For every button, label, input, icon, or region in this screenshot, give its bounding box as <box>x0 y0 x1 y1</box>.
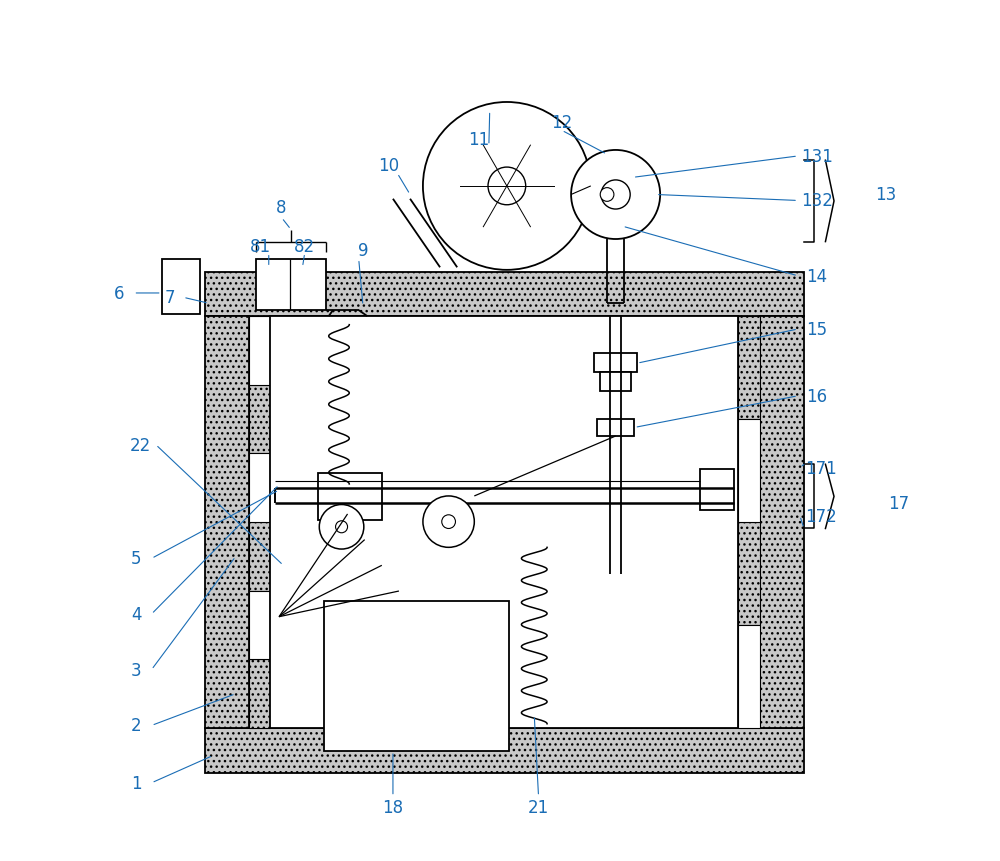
Bar <box>760 317 804 728</box>
Bar <box>738 317 760 419</box>
Bar <box>249 386 270 454</box>
Text: 18: 18 <box>382 798 404 816</box>
Bar <box>256 259 326 311</box>
Text: 1: 1 <box>131 774 141 792</box>
Bar <box>700 469 734 510</box>
Bar <box>738 523 760 625</box>
Bar <box>324 602 509 752</box>
Text: 82: 82 <box>294 238 315 256</box>
Bar <box>162 259 200 315</box>
Text: 4: 4 <box>131 605 141 623</box>
Circle shape <box>442 515 455 529</box>
Bar <box>205 317 249 728</box>
Circle shape <box>423 102 591 270</box>
Circle shape <box>601 181 630 210</box>
Text: 7: 7 <box>165 289 176 307</box>
Bar <box>249 660 270 728</box>
Text: 21: 21 <box>528 798 549 816</box>
Bar <box>205 272 804 317</box>
Bar <box>249 591 270 660</box>
Bar <box>205 728 804 772</box>
Text: 9: 9 <box>358 242 368 260</box>
Text: 3: 3 <box>131 661 141 679</box>
Text: 12: 12 <box>551 114 572 132</box>
Text: 6: 6 <box>114 285 124 302</box>
Text: 8: 8 <box>276 199 287 217</box>
Bar <box>594 354 637 372</box>
Text: 131: 131 <box>801 148 833 166</box>
Text: 171: 171 <box>805 459 837 477</box>
Bar <box>597 419 634 437</box>
Bar <box>249 317 270 386</box>
Text: 132: 132 <box>801 192 833 210</box>
Bar <box>318 474 382 520</box>
Text: 15: 15 <box>806 320 827 338</box>
Text: 11: 11 <box>468 131 489 149</box>
Text: 13: 13 <box>875 186 896 204</box>
Circle shape <box>336 521 348 533</box>
Text: 16: 16 <box>806 387 827 406</box>
Text: 17: 17 <box>888 494 909 512</box>
Circle shape <box>488 168 526 206</box>
Text: 172: 172 <box>805 507 837 525</box>
Bar <box>738 419 760 523</box>
Circle shape <box>571 151 660 239</box>
Bar <box>249 454 270 523</box>
Text: 10: 10 <box>378 157 399 174</box>
Bar <box>600 372 631 391</box>
Bar <box>270 317 738 728</box>
Circle shape <box>423 497 474 548</box>
Text: 2: 2 <box>131 716 141 734</box>
Text: 5: 5 <box>131 550 141 567</box>
Bar <box>249 523 270 591</box>
Circle shape <box>600 189 614 202</box>
Text: 81: 81 <box>250 238 271 256</box>
Circle shape <box>319 505 364 549</box>
Text: 14: 14 <box>806 268 827 286</box>
Bar <box>738 625 760 728</box>
Text: 22: 22 <box>130 436 151 454</box>
